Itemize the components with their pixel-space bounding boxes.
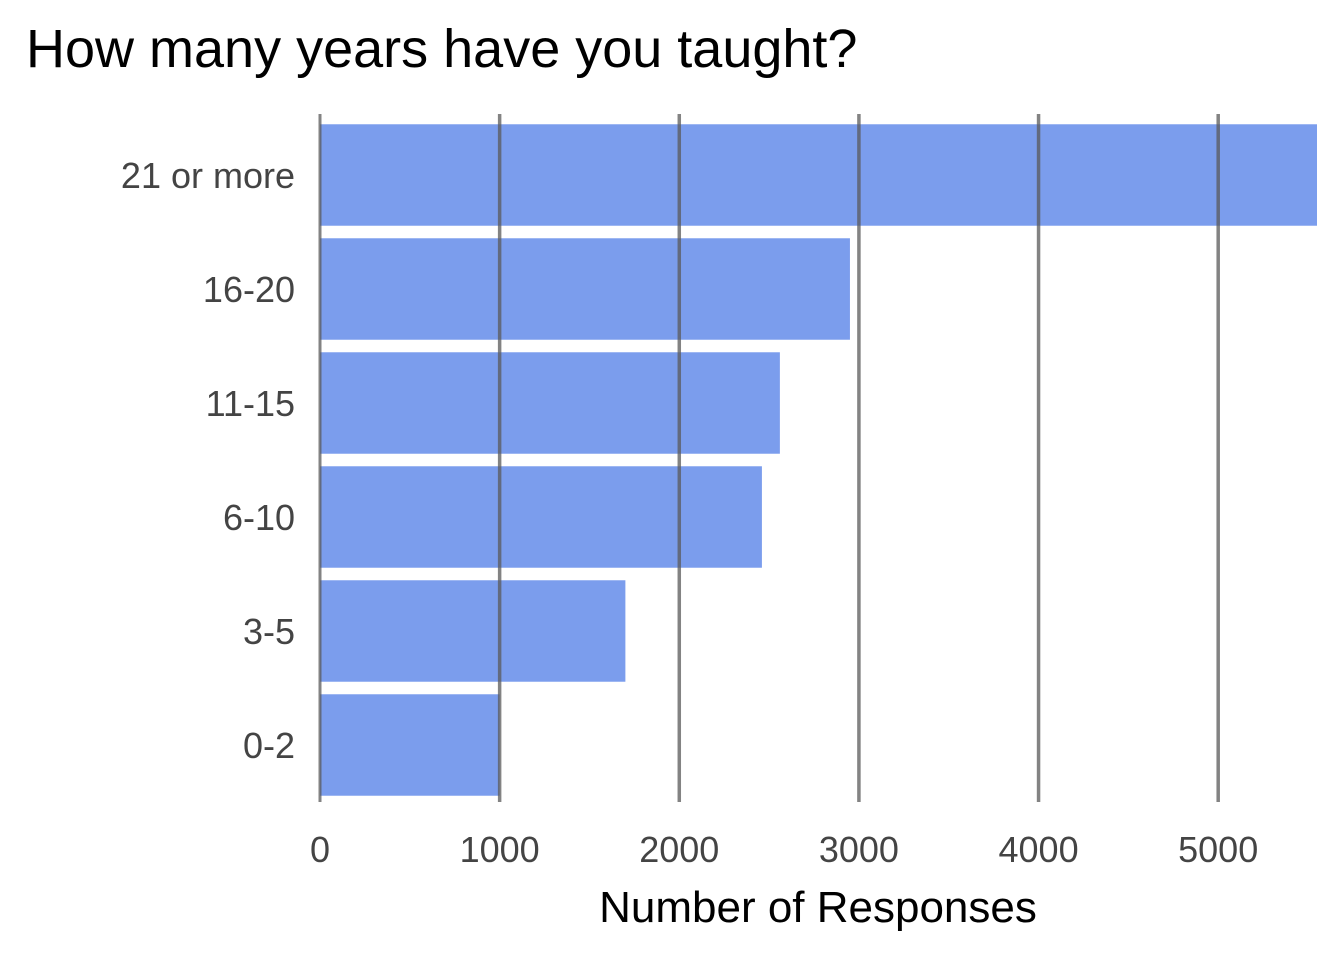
bar-11-15 <box>320 352 780 454</box>
bar-6-10 <box>320 466 762 568</box>
bars-layer <box>320 124 1317 796</box>
x-tick-label: 4000 <box>999 829 1079 870</box>
bar-16-20 <box>320 238 850 340</box>
x-tick-label: 1000 <box>460 829 540 870</box>
x-tick-label: 5000 <box>1178 829 1258 870</box>
x-axis-title: Number of Responses <box>599 883 1037 932</box>
y-tick-label: 16-20 <box>203 269 295 310</box>
x-tick-label: 0 <box>310 829 330 870</box>
gridlines <box>318 114 1220 802</box>
chart-title: How many years have you taught? <box>26 19 858 79</box>
y-tick-labels: 21 or more 16-20 11-15 6-10 3-5 0-2 <box>121 155 295 766</box>
x-tick-label: 2000 <box>639 829 719 870</box>
bar-0-2 <box>320 694 500 796</box>
y-tick-label: 0-2 <box>243 725 295 766</box>
y-tick-label: 3-5 <box>243 611 295 652</box>
x-tick-labels: 0 1000 2000 3000 4000 5000 <box>310 829 1258 870</box>
y-tick-label: 21 or more <box>121 155 295 196</box>
x-tick-label: 3000 <box>819 829 899 870</box>
y-tick-label: 6-10 <box>223 497 295 538</box>
bar-3-5 <box>320 580 626 682</box>
y-tick-label: 11-15 <box>206 383 295 424</box>
bar-21-or-more <box>320 124 1317 226</box>
